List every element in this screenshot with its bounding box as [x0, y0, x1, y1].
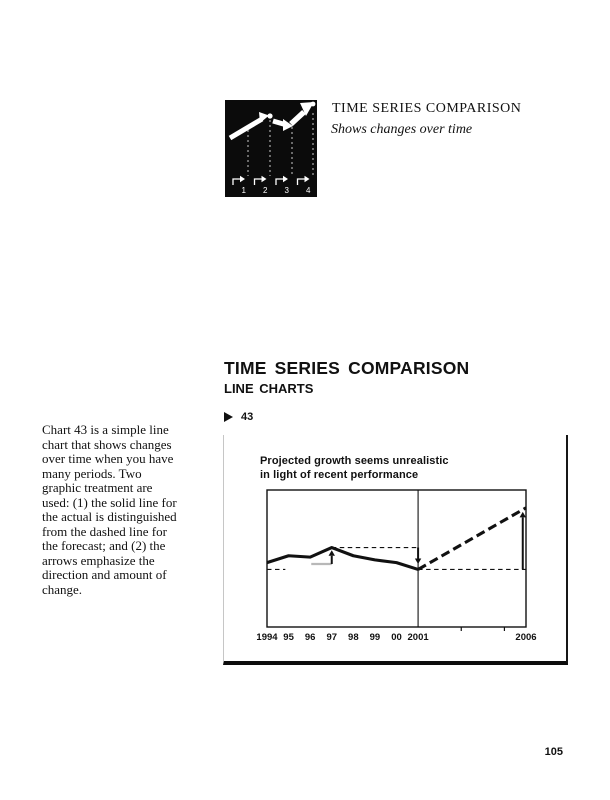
icon-step-arrow-1: 1	[232, 175, 247, 195]
x-tick-label-99: 99	[370, 632, 381, 643]
arrow-head-forecast-rise-2006	[519, 511, 526, 518]
x-tick-label-2006: 2006	[515, 632, 536, 643]
x-tick-label-98: 98	[348, 632, 359, 643]
x-tick-label-97: 97	[326, 632, 337, 643]
icon-step-arrow-2: 2	[253, 175, 268, 195]
icon-arrowhead	[300, 102, 314, 116]
arrow-right-icon	[224, 412, 233, 422]
series-actual-line	[266, 545, 419, 571]
icon-arrowhead	[259, 112, 269, 123]
section-subtitle: LINE CHARTS	[224, 381, 314, 396]
figure-number: 43	[241, 411, 254, 423]
icon-trend-segment	[289, 109, 306, 127]
reference-header-title: TIME SERIES COMPARISON	[332, 101, 522, 116]
arrow-head-rise-to-1997-peak	[328, 550, 335, 556]
icon-trend-segment	[228, 116, 264, 141]
arrow-head-drop-to-2001	[414, 558, 422, 564]
icon-node-dot	[267, 113, 273, 119]
icon-step-arrow-3: 3	[275, 175, 290, 195]
icon-step-label: 2	[263, 186, 268, 195]
x-tick-label-2001: 2001	[408, 632, 430, 643]
x-tick-label-95: 95	[283, 632, 294, 643]
icon-step-label: 3	[285, 186, 290, 195]
x-tick-label-96: 96	[305, 632, 316, 643]
x-tick-label-1994: 1994	[256, 632, 278, 643]
margin-note: Chart 43 is a simple line chart that sho…	[42, 422, 177, 597]
x-tick-label-00: 00	[391, 632, 402, 643]
icon-node-dot	[310, 101, 316, 107]
figure-marker: 43	[224, 411, 253, 423]
icon-step-arrow-4: 4	[296, 175, 311, 195]
icon-step-label: 4	[306, 186, 311, 195]
reference-header-subtitle: Shows changes over time	[331, 122, 473, 137]
series-forecast-line	[417, 506, 527, 571]
section-title: TIME SERIES COMPARISON	[224, 358, 470, 378]
chart-plot: 1994 95 96 97 98 99 00 2001 2006	[256, 489, 537, 643]
plot-frame	[266, 489, 527, 628]
time-series-chart-icon: 1 2 3 4	[225, 100, 317, 197]
chart-title: Projected growth seems unrealistic in li…	[260, 455, 449, 481]
icon-step-label: 1	[242, 186, 247, 195]
icon-arrowhead	[283, 119, 293, 131]
page-number: 105	[544, 746, 563, 758]
chart-card: Projected growth seems unrealistic in li…	[223, 435, 568, 665]
